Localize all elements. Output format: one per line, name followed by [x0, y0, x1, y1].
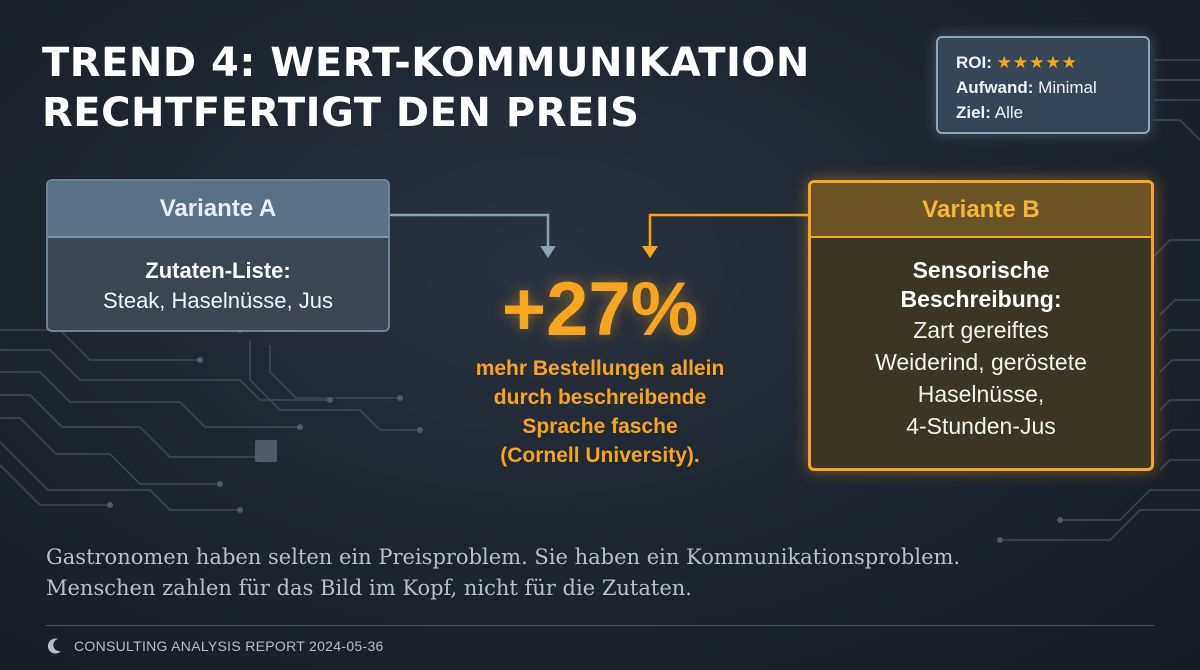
aufwand-label: Aufwand: [956, 78, 1034, 97]
variant-a-card: Variante A Zutaten-Liste: Steak, Haselnü… [46, 179, 390, 332]
variant-a-body: Zutaten-Liste: Steak, Haselnüsse, Jus [48, 238, 388, 316]
variant-b-label-line-2: Beschreibung: [900, 286, 1062, 312]
variant-b-text-line-2: Weiderind, geröstete [875, 349, 1087, 375]
title-line-2: RECHTFERTIGT DEN PREIS [42, 90, 640, 136]
variant-b-body: Sensorische Beschreibung: Zart gereiftes… [811, 238, 1151, 442]
aufwand-value: Minimal [1038, 78, 1097, 97]
aufwand-row: Aufwand: Minimal [956, 75, 1130, 100]
crescent-logo-icon [47, 638, 61, 654]
stat-line-1: mehr Bestellungen allein [475, 357, 725, 380]
quote-line-2: Menschen zahlen für das Bild im Kopf, ni… [46, 576, 692, 600]
footer: CONSULTING ANALYSIS REPORT 2024-05-36 [46, 637, 384, 655]
ziel-row: Ziel: Alle [956, 100, 1130, 125]
roi-row: ROI: ★★★★★ [956, 50, 1130, 75]
footer-divider [46, 625, 1154, 626]
title-line-1: TREND 4: WERT-KOMMUNIKATION [42, 40, 810, 86]
stat-value: +27% [501, 267, 699, 352]
variant-b-label-line-1: Sensorische [912, 257, 1050, 283]
stat-line-3: Sprache fasche [522, 415, 678, 438]
quote-line-1: Gastronomen haben selten ein Preisproble… [46, 545, 961, 569]
variant-b-card: Variante B Sensorische Beschreibung: Zar… [808, 180, 1154, 471]
ziel-value: Alle [994, 103, 1024, 122]
stat-description: mehr Bestellungen allein durch beschreib… [420, 354, 780, 470]
variant-b-text-line-1: Zart gereiftes [913, 317, 1049, 343]
variant-b-text-line-4: 4-Stunden-Jus [906, 413, 1056, 439]
page-title: TREND 4: WERT-KOMMUNIKATION RECHTFERTIGT… [42, 38, 810, 138]
rating-box: ROI: ★★★★★ Aufwand: Minimal Ziel: Alle [936, 36, 1150, 134]
variant-a-label: Zutaten-Liste: [145, 258, 291, 283]
variant-b-title: Variante B [811, 183, 1151, 238]
footer-text: CONSULTING ANALYSIS REPORT 2024-05-36 [74, 638, 384, 654]
ziel-label: Ziel: [956, 103, 991, 122]
star-rating-icon: ★★★★★ [996, 53, 1078, 72]
quote-text: Gastronomen haben selten ein Preisproble… [46, 542, 1166, 604]
roi-label: ROI: [956, 53, 992, 72]
variant-a-text: Steak, Haselnüsse, Jus [103, 288, 333, 313]
variant-a-title: Variante A [48, 181, 388, 238]
stat-line-4: (Cornell University). [500, 444, 700, 467]
stat-line-2: durch beschreibende [493, 386, 707, 409]
variant-b-text-line-3: Haselnüsse, [917, 381, 1045, 407]
